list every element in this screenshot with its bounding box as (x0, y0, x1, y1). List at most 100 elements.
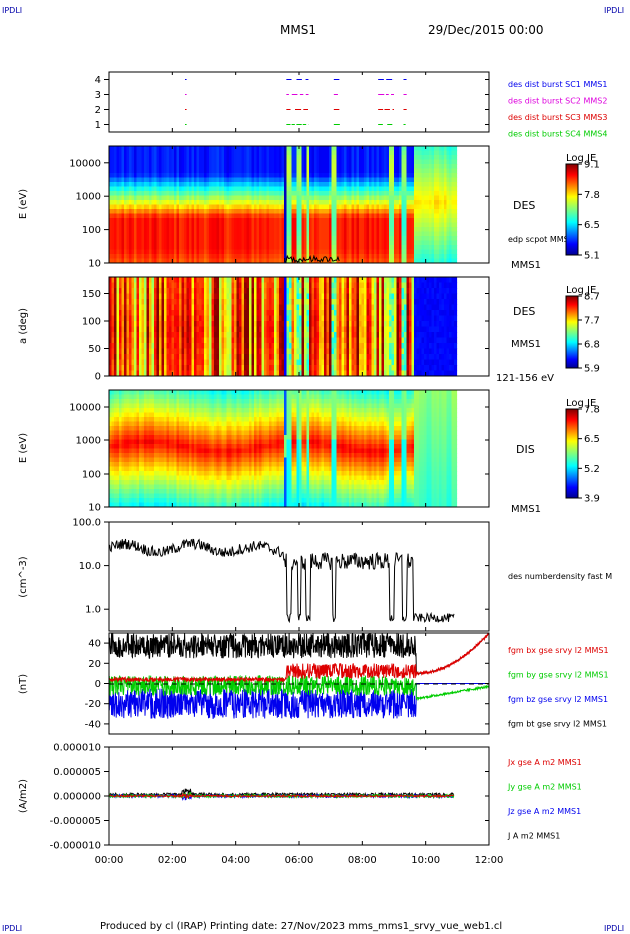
spectrogram-cell (431, 231, 435, 237)
spectrogram-cell (269, 155, 273, 161)
spectrogram-cell (216, 164, 220, 170)
spectrogram-cell (259, 146, 263, 152)
spectrogram-cell (406, 218, 410, 224)
spectrogram-cell (311, 227, 315, 233)
spectrogram-cell (206, 191, 210, 197)
spectrogram-cell (144, 191, 148, 197)
spectrogram-cell (159, 146, 163, 152)
pitch-cell (131, 337, 135, 344)
spectrogram-cell (251, 168, 255, 174)
spectrogram-cell (301, 245, 305, 251)
spectrogram-cell (204, 258, 208, 263)
spectrogram-cell (441, 146, 445, 152)
spectrogram-cell (179, 200, 183, 206)
spectrogram-cell (164, 173, 168, 179)
spectrogram-cell (304, 150, 308, 156)
pitch-cell (154, 337, 158, 344)
pitch-cell (129, 343, 133, 350)
spectrogram-cell (134, 195, 138, 201)
pitch-cell (211, 293, 215, 300)
spectrogram-cell (206, 231, 210, 237)
pitch-cell (219, 304, 223, 311)
spectrogram-cell (116, 249, 120, 255)
spectrogram-cell (296, 213, 300, 219)
corner-label-top-right: IPDLI (604, 6, 624, 15)
spectrogram-cell (116, 173, 120, 179)
spectrogram-cell (314, 173, 318, 179)
spectrogram-cell (436, 231, 440, 237)
spectrogram-cell (431, 168, 435, 174)
spectrogram-cell (139, 159, 143, 165)
spectrogram-cell (406, 168, 410, 174)
spectrogram-cell (234, 191, 238, 197)
spectrogram-cell (299, 204, 303, 210)
pitch-cell (266, 304, 270, 311)
spectrogram-cell (266, 218, 270, 224)
spectrogram-cell (419, 150, 423, 156)
pitch-cell (264, 304, 268, 311)
spectrogram-cell (191, 177, 195, 183)
pitch-cell (214, 348, 218, 355)
pitch-cell (169, 337, 173, 344)
spectrogram-cell (261, 213, 265, 219)
spectrogram-cell (326, 200, 330, 206)
pitch-cell (204, 370, 208, 376)
spectrogram-cell (204, 227, 208, 233)
spectrogram-cell (206, 254, 210, 260)
spectrogram-cell (124, 231, 128, 237)
spectrogram-cell (324, 159, 328, 165)
spectrogram-cell (226, 177, 230, 183)
spectrogram-cell (249, 227, 253, 233)
spectrogram-cell (124, 191, 128, 197)
spectrogram-cell (229, 182, 233, 188)
spectrogram-cell (116, 209, 120, 215)
spectrogram-cell (181, 164, 185, 170)
spectrogram-cell (244, 186, 248, 192)
spectrogram-cell (199, 195, 203, 201)
spectrogram-cell (376, 182, 380, 188)
spectrogram-cell (269, 173, 273, 179)
spectrogram-cell (186, 200, 190, 206)
pitch-cell (139, 310, 143, 317)
spectrogram-cell (191, 159, 195, 165)
spectrogram-cell (444, 182, 448, 188)
spectrogram-cell (274, 231, 278, 237)
spectrogram-cell (426, 186, 430, 192)
pitch-cell (141, 337, 145, 344)
spectrogram-cell (259, 164, 263, 170)
spectrogram-cell (416, 204, 420, 210)
spectrogram-cell (159, 186, 163, 192)
spectrogram-cell (429, 245, 433, 251)
spectrogram-cell (281, 155, 285, 161)
pitch-cell (109, 354, 113, 361)
pitch-cell (256, 293, 260, 300)
spectrogram-cell (451, 236, 455, 242)
pitch-cell (174, 332, 178, 339)
pitch-cell (174, 304, 178, 311)
pitch-cell (181, 337, 185, 344)
spectrogram-cell (396, 245, 400, 251)
pitch-cell (169, 293, 173, 300)
spectrogram-cell (326, 186, 330, 192)
spectrogram-cell (244, 168, 248, 174)
pitch-cell (256, 321, 260, 328)
spectrogram-cell (366, 191, 370, 197)
spectrogram-cell (166, 249, 170, 255)
spectrogram-cell (174, 182, 178, 188)
pitch-cell (244, 359, 248, 366)
spectrogram-cell (134, 204, 138, 210)
spectrogram-cell (354, 227, 358, 233)
spectrogram-cell (196, 254, 200, 260)
pitch-cell (169, 370, 173, 376)
spectrogram-cell (169, 240, 173, 246)
pitch-cell (209, 299, 213, 306)
spectrogram-cell (454, 222, 458, 228)
pitch-cell (206, 337, 210, 344)
spectrogram-cell (244, 245, 248, 251)
spectrogram-cell (336, 240, 340, 246)
spectrogram-cell (229, 249, 233, 255)
spectrogram-cell (144, 222, 148, 228)
spectrogram-cell (181, 159, 185, 165)
spectrogram-cell (159, 222, 163, 228)
spectrogram-cell (141, 231, 145, 237)
